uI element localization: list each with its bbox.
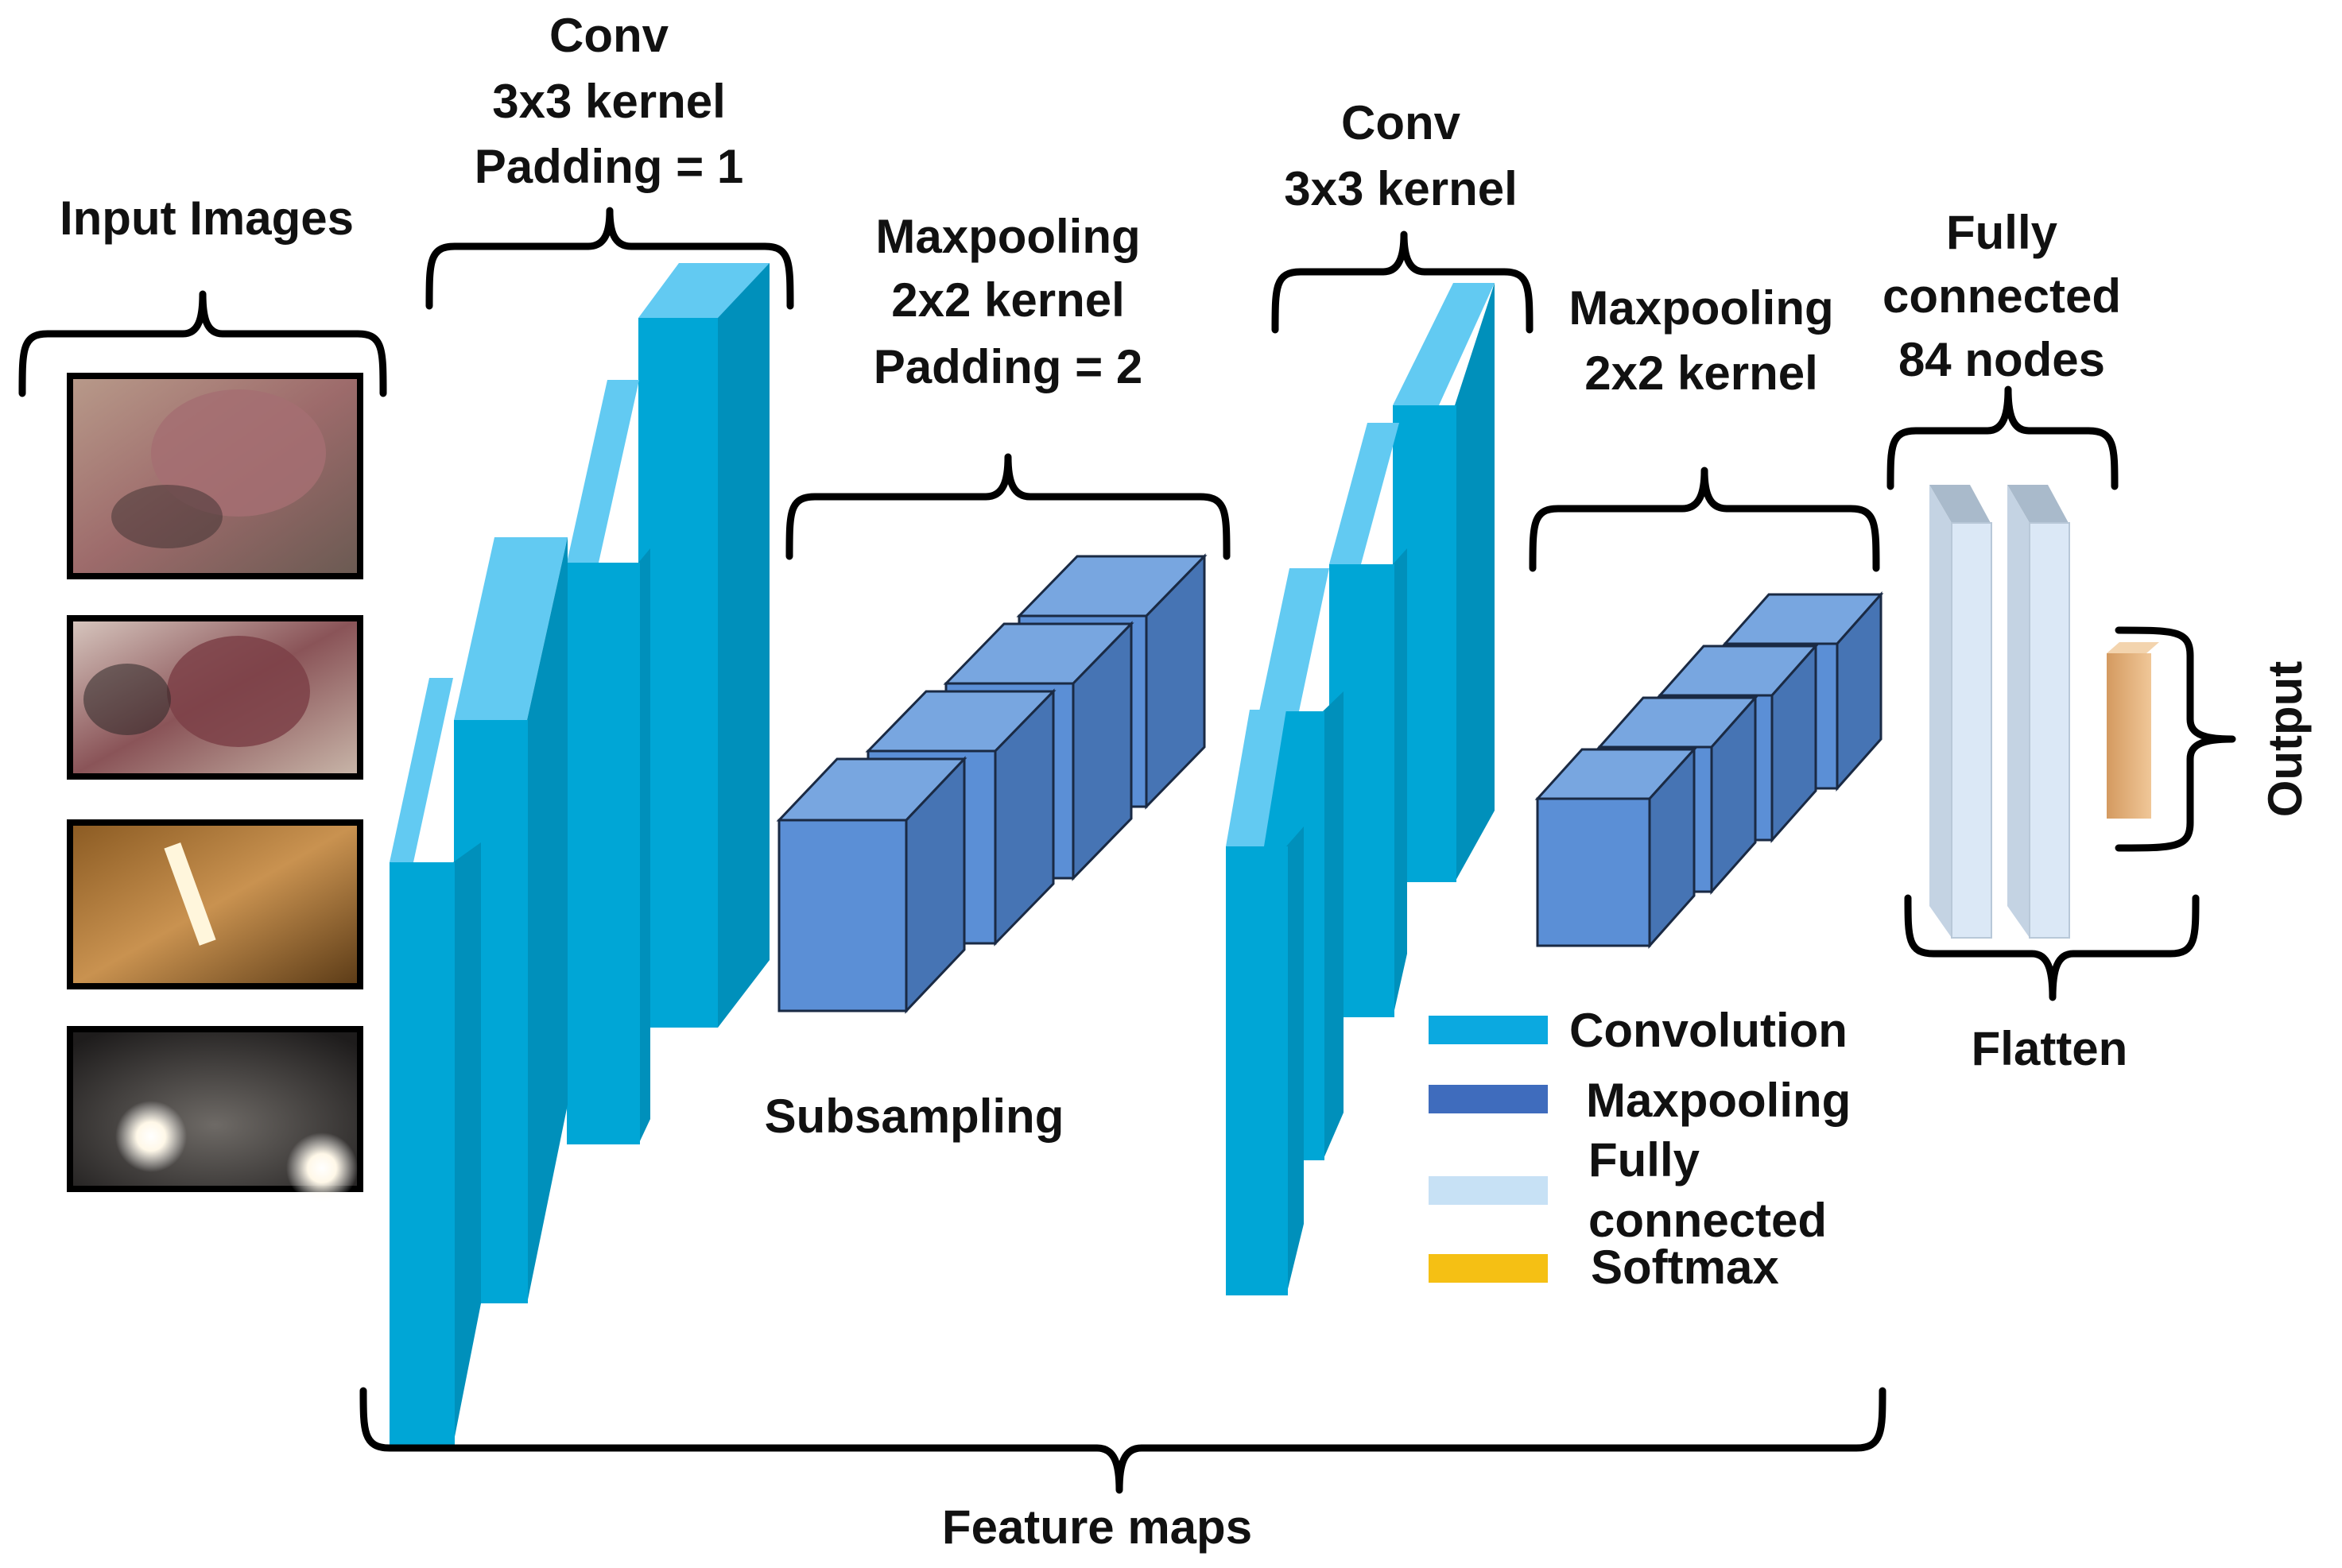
pool1-cube-1-front xyxy=(777,819,908,1012)
fc-label-line2: connected xyxy=(1883,269,2121,323)
feature-maps-label: Feature maps xyxy=(942,1500,1252,1554)
pool-block-2 xyxy=(1534,591,1884,949)
fc-bar-2-top xyxy=(2007,485,2069,523)
fc-bar-1-top xyxy=(1929,485,1991,523)
conv1-slab-1-front xyxy=(390,862,455,1445)
subsampling-label: Subsampling xyxy=(765,1090,1064,1143)
fc-label-line3: 84 nodes xyxy=(1898,333,2105,386)
softmax-block xyxy=(2107,642,2159,819)
conv1-slab-4-side xyxy=(718,263,770,1028)
flatten-brace xyxy=(1904,894,2200,1001)
light-glow-1 xyxy=(115,1101,187,1172)
conv1-slab-1-top xyxy=(390,678,453,862)
conv1-label-line3: Padding = 1 xyxy=(475,140,743,193)
legend-label-connected: connected xyxy=(1588,1194,1827,1247)
conv2-slab-1b-side xyxy=(1323,691,1344,1160)
pool2-brace xyxy=(1529,467,1880,572)
legend-label-maxpooling: Maxpooling xyxy=(1586,1074,1851,1127)
conv1-slab-3-front xyxy=(567,563,640,1144)
legend-swatch-maxpooling xyxy=(1429,1085,1548,1113)
input-images-label: Input Images xyxy=(60,192,354,245)
flatten-label: Flatten xyxy=(1972,1022,2128,1075)
conv1-slab-4-front xyxy=(638,318,718,1028)
conv2-label-line2: 3x3 kernel xyxy=(1284,162,1518,215)
udder-photo-2-shadow xyxy=(83,664,171,735)
fc-bar-2-side xyxy=(2007,485,2030,938)
legend-swatch-fully-connected xyxy=(1429,1176,1548,1205)
legend: Convolution Maxpooling Fully connected S… xyxy=(1429,1004,1851,1294)
legend-swatch-convolution xyxy=(1429,1016,1548,1044)
fc-label-line1: Fully xyxy=(1946,206,2058,259)
input-images-group xyxy=(67,373,363,1204)
barn-light-tube xyxy=(164,842,216,946)
udder-photo-2-shape xyxy=(167,636,310,747)
braces xyxy=(18,207,2236,1494)
conv2-slab-3-side xyxy=(1455,283,1495,882)
legend-label-convolution: Convolution xyxy=(1569,1004,1848,1057)
conv1-slab-3-side xyxy=(638,548,650,1144)
conv1-slab-3-top xyxy=(567,380,639,563)
fc-bar-1-front xyxy=(1951,522,1992,939)
conv1-slab-1-side xyxy=(453,842,481,1445)
conv2-brace xyxy=(1271,230,1534,334)
udder-photo-1-shadow xyxy=(111,485,223,548)
conv2-slab-1-side xyxy=(1286,827,1304,1295)
conv1-slab-2-top xyxy=(454,537,568,720)
conv2-slab-3-top xyxy=(1393,283,1495,405)
conv2-slab-2-top xyxy=(1329,423,1399,564)
softmax-front xyxy=(2107,653,2151,819)
pool2-cube-1-front xyxy=(1536,797,1651,947)
text-labels: Input Images Conv 3x3 kernel Padding = 1… xyxy=(60,9,2312,1554)
conv2-slab-1b-top xyxy=(1259,568,1329,711)
light-glow-2 xyxy=(286,1132,358,1204)
fc-bar-2-front xyxy=(2029,522,2070,939)
output-label: Output xyxy=(2259,661,2312,818)
pool1-label-line2: 2x2 kernel xyxy=(891,273,1125,327)
pool1-brace xyxy=(785,453,1231,560)
conv1-brace xyxy=(425,207,794,310)
conv1-label-line1: Conv xyxy=(549,9,669,62)
conv-block-1 xyxy=(390,263,770,1445)
pool2-label-line2: 2x2 kernel xyxy=(1584,347,1818,400)
fc-bar-1-side xyxy=(1929,485,1952,938)
input-images-brace xyxy=(18,290,387,397)
fc-brace xyxy=(1886,385,2119,490)
pool-block-1 xyxy=(776,553,1208,1014)
feature-maps-brace xyxy=(359,1387,1886,1494)
conv1-slab-2-side xyxy=(527,537,568,1303)
conv1-label-line2: 3x3 kernel xyxy=(492,75,726,128)
conv2-slab-1-top xyxy=(1226,710,1286,846)
legend-label-fully: Fully xyxy=(1588,1133,1700,1187)
conv2-label-line1: Conv xyxy=(1341,96,1461,149)
softmax-top xyxy=(2107,642,2159,653)
output-brace xyxy=(2115,626,2236,852)
conv-block-2 xyxy=(1226,283,1495,1295)
pool1-label-line1: Maxpooling xyxy=(875,210,1140,263)
udder-photo-1-shape xyxy=(151,389,326,517)
conv2-slab-1-front xyxy=(1226,846,1288,1295)
legend-swatch-softmax xyxy=(1429,1254,1548,1283)
barn-light-photo xyxy=(67,819,363,989)
fully-connected-block xyxy=(1929,485,2070,939)
pool2-label-line1: Maxpooling xyxy=(1568,281,1833,335)
pool1-label-line3: Padding = 2 xyxy=(874,340,1142,393)
legend-label-softmax: Softmax xyxy=(1591,1241,1779,1294)
conv2-slab-2-side xyxy=(1393,548,1407,1017)
